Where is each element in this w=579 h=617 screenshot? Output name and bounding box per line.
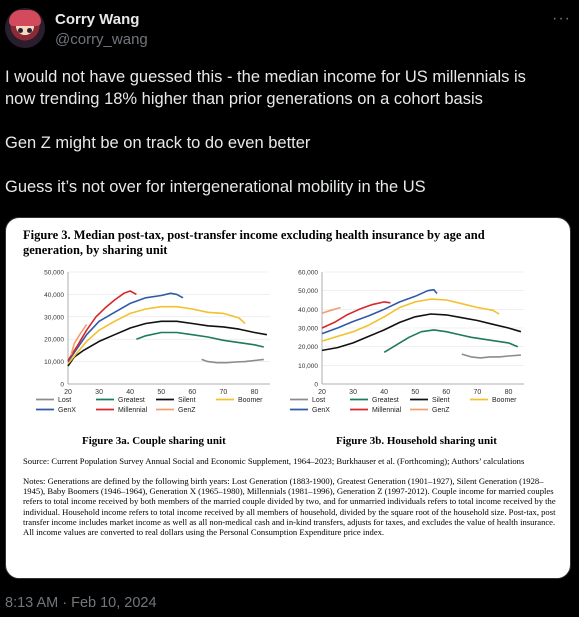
series-line-silent (67, 320, 268, 367)
series-line-millennial (67, 290, 137, 361)
x-tick-label: 30 (95, 389, 103, 396)
x-tick-label: 70 (473, 389, 481, 396)
y-tick-label: 30,000 (298, 326, 318, 333)
chart-caption-household: Figure 3b. Household sharing unit (336, 435, 497, 447)
y-tick-label: 50,000 (44, 270, 64, 277)
x-tick-label: 20 (64, 389, 72, 396)
tweet-paragraph: Guess it’s not over for intergenerationa… (5, 178, 426, 196)
legend-label-silent: Silent (432, 397, 450, 404)
figure-title: Figure 3. Median post-tax, post-transfer… (23, 228, 563, 258)
x-tick-label: 50 (157, 389, 165, 396)
series-line-greatest (136, 331, 264, 348)
series-line-silent (321, 313, 522, 352)
legend-label-lost: Lost (312, 397, 325, 404)
series-line-genz (321, 306, 341, 314)
series-line-genz (70, 324, 88, 356)
tweet-header: Corry Wang @corry_wang ··· (0, 0, 579, 60)
x-tick-label: 80 (505, 389, 513, 396)
y-tick-label: 10,000 (298, 363, 318, 370)
x-tick-label: 60 (188, 389, 196, 396)
legend-label-genx: GenX (58, 407, 76, 414)
legend-label-genz: GenZ (432, 407, 450, 414)
x-tick-label: 80 (251, 389, 259, 396)
chart-couple-sharing: 0 10,000 20,000 30,000 40,000 50,000 20 30 40 50 6… (36, 270, 270, 414)
series-line-genx (67, 292, 184, 363)
series-line-boomer (321, 298, 500, 342)
y-tick-label: 20,000 (44, 337, 64, 344)
avatar-eye-left (18, 28, 23, 33)
legend-label-millennial: Millennial (118, 407, 148, 414)
x-tick-label: 70 (219, 389, 227, 396)
x-tick-label: 30 (349, 389, 357, 396)
x-tick-label: 40 (380, 389, 388, 396)
avatar-eye-right (27, 28, 32, 33)
legend-label-greatest: Greatest (372, 397, 399, 404)
figure-notes: Notes: Generations are defined by the fo… (23, 476, 556, 538)
x-tick-label: 60 (442, 389, 450, 396)
x-tick-label: 50 (411, 389, 419, 396)
tweet-paragraph: now trending 18% higher than prior gener… (5, 90, 483, 108)
avatar-hair (9, 10, 41, 26)
x-tick-label: 40 (126, 389, 134, 396)
avatar[interactable] (5, 8, 45, 48)
y-tick-label: 40,000 (298, 307, 318, 314)
author-handle[interactable]: @corry_wang (55, 31, 148, 48)
series-line-millennial (321, 301, 391, 329)
y-tick-label: 40,000 (44, 292, 64, 299)
y-tick-label: 20,000 (298, 344, 318, 351)
legend-label-boomer: Boomer (238, 397, 263, 404)
tweet-media-image[interactable]: Figure 3. Median post-tax, post-transfer… (5, 217, 571, 579)
tweet-paragraph: Gen Z might be on track to do even bette… (5, 134, 311, 152)
chart-caption-couple: Figure 3a. Couple sharing unit (82, 435, 226, 447)
series-line-lost (201, 358, 264, 364)
legend-label-genz: GenZ (178, 407, 196, 414)
y-tick-label: 0 (314, 382, 318, 389)
y-tick-label: 0 (60, 382, 64, 389)
series-line-greatest (383, 329, 519, 353)
series-line-lost (461, 353, 521, 359)
tweet-timestamp[interactable]: 8:13 AM · Feb 10, 2024 (5, 595, 157, 611)
figure-title-line: generation, by sharing unit (23, 243, 168, 257)
y-tick-label: 50,000 (298, 288, 318, 295)
legend-label-greatest: Greatest (118, 397, 145, 404)
y-tick-label: 60,000 (298, 270, 318, 277)
x-tick-label: 20 (318, 389, 326, 396)
legend-label-silent: Silent (178, 397, 196, 404)
tweet-text: I would not have guessed this - the medi… (5, 66, 575, 198)
legend-label-lost: Lost (58, 397, 71, 404)
more-options-icon[interactable]: ··· (552, 10, 571, 27)
legend-label-genx: GenX (312, 407, 330, 414)
tweet-paragraph: I would not have guessed this - the medi… (5, 68, 526, 86)
legend-label-millennial: Millennial (372, 407, 402, 414)
y-tick-label: 10,000 (44, 359, 64, 366)
figure-title-line: Figure 3. Median post-tax, post-transfer… (23, 228, 485, 242)
author-display-name[interactable]: Corry Wang (55, 11, 140, 28)
series-line-boomer (67, 305, 246, 365)
y-tick-label: 30,000 (44, 314, 64, 321)
figure-source: Source: Current Population Survey Annual… (23, 456, 525, 466)
series-line-genx (321, 288, 438, 335)
legend-label-boomer: Boomer (492, 397, 517, 404)
chart-household-sharing: 0 10,000 20,000 30,000 40,000 50,000 60,000 20 3… (290, 270, 524, 414)
